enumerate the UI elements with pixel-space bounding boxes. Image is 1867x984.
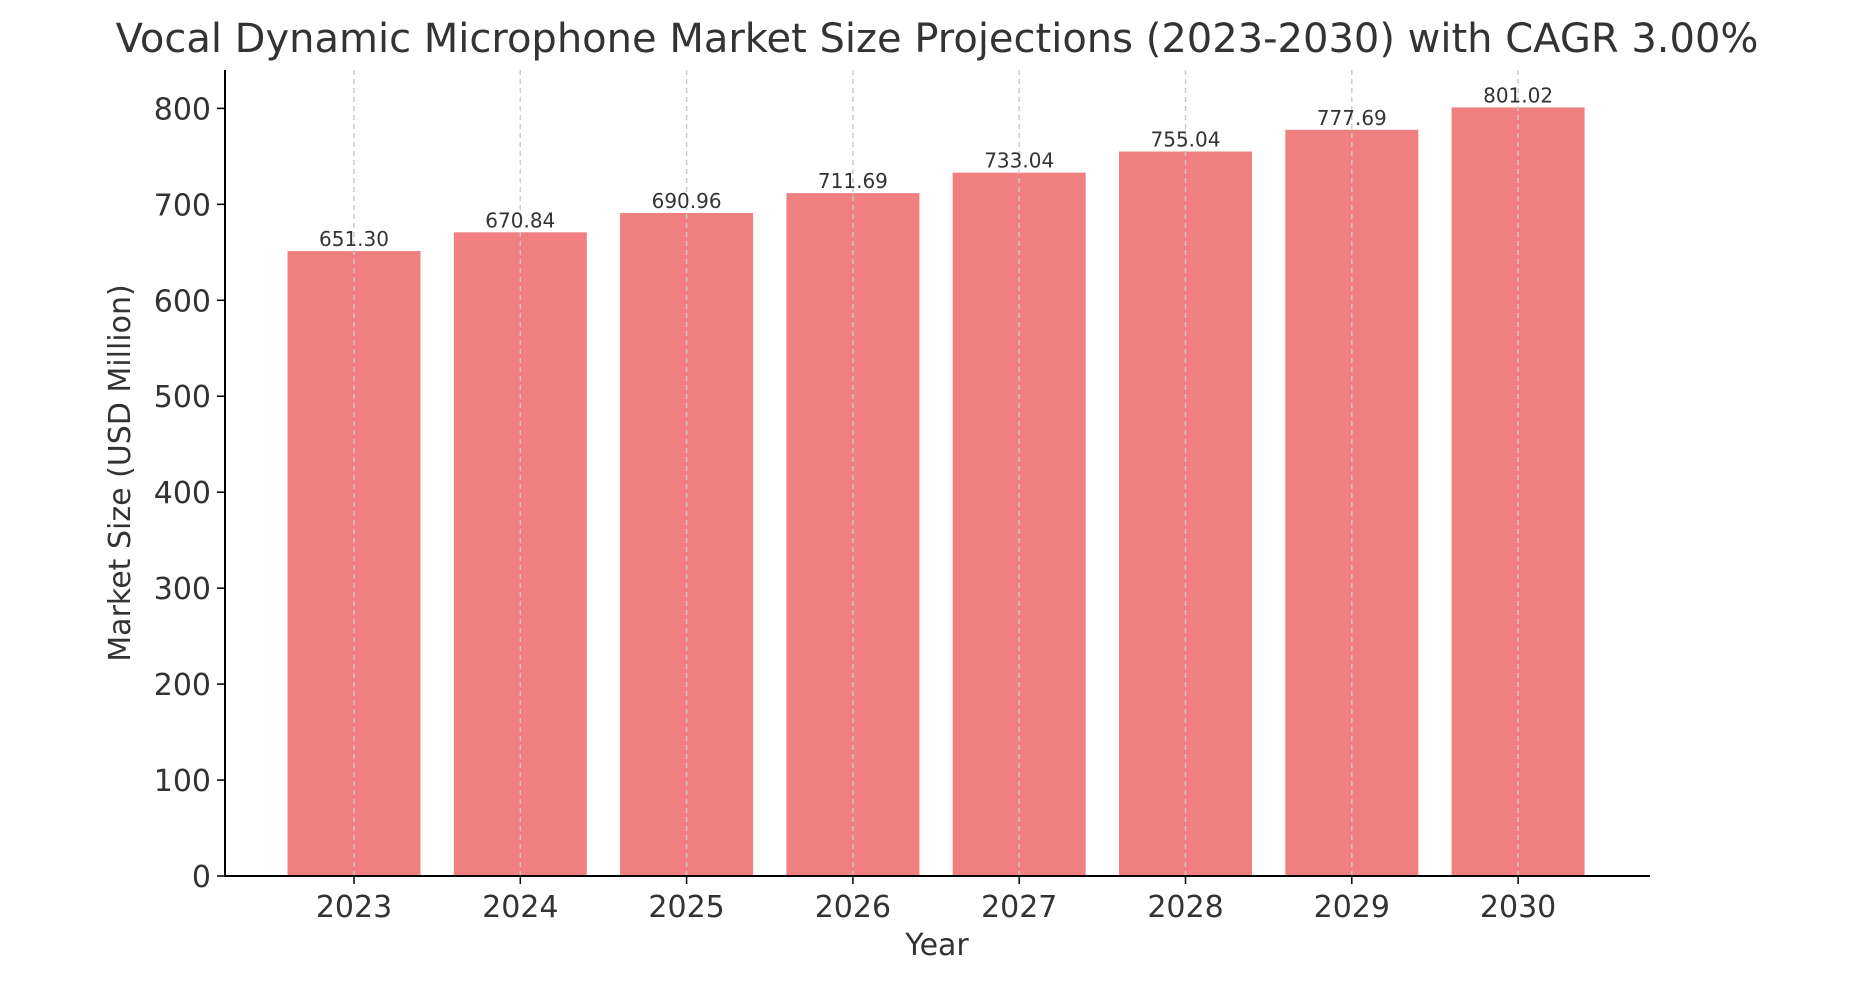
bar-layer	[287, 107, 1585, 877]
x-tick-label: 2029	[1314, 890, 1390, 925]
y-tick-label: 200	[154, 668, 211, 703]
data-label: 777.69	[1317, 106, 1387, 130]
x-tick-label: 2024	[482, 890, 558, 925]
bar-2024	[453, 232, 587, 876]
y-axis-label: Market Size (USD Million)	[103, 284, 138, 661]
data-label: 733.04	[984, 149, 1054, 173]
data-label: 711.69	[818, 169, 888, 193]
y-tick-label: 0	[192, 860, 211, 895]
bar-2023	[287, 251, 421, 877]
x-axis-label: Year	[904, 928, 969, 963]
y-tick-label: 400	[154, 476, 211, 511]
y-tick-label: 700	[154, 188, 211, 223]
bar-2030	[1451, 107, 1585, 877]
y-tick-label: 500	[154, 380, 211, 415]
y-tick-label: 600	[154, 284, 211, 319]
x-tick-label: 2026	[815, 890, 891, 925]
data-label: 670.84	[485, 208, 555, 232]
y-tick-label: 300	[154, 572, 211, 607]
y-tick-label: 800	[154, 92, 211, 127]
x-tick-label: 2030	[1480, 890, 1556, 925]
x-tick-label: 2025	[648, 890, 724, 925]
data-label: 651.30	[319, 227, 389, 251]
x-tick-label: 2027	[981, 890, 1057, 925]
chart-title: Vocal Dynamic Microphone Market Size Pro…	[116, 16, 1759, 62]
label-layer: 2023 651.30 2024 670.84 2025 690.96 2026 711.69…	[154, 83, 1557, 925]
axis-layer	[217, 70, 1650, 884]
data-label: 755.04	[1151, 128, 1221, 152]
y-tick-label: 100	[154, 764, 211, 799]
x-tick-label: 2028	[1147, 890, 1223, 925]
data-label: 801.02	[1483, 83, 1553, 107]
data-label: 690.96	[652, 189, 722, 213]
x-tick-label: 2023	[316, 890, 392, 925]
